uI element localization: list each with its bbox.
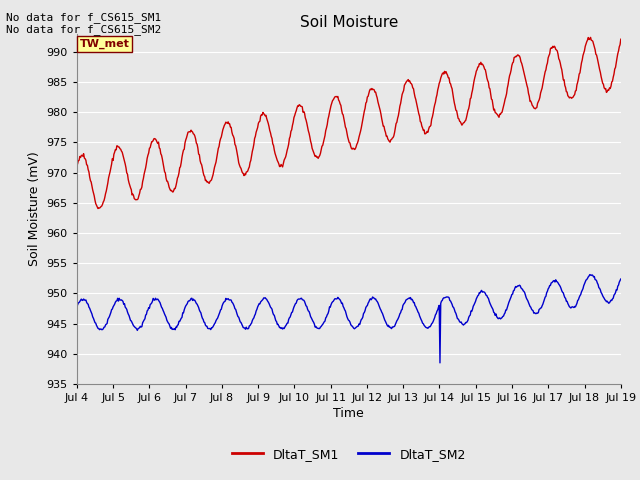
DltaT_SM1: [195, 151, 202, 157]
DltaT_SM1: [416, 113, 424, 119]
DltaT_SM2: [586, 272, 594, 277]
DltaT_SM2: [617, 276, 625, 282]
Text: No data for f_CS615_SM1
No data for f_CS615_SM2: No data for f_CS615_SM1 No data for f_CS…: [6, 12, 162, 36]
Title: Soil Moisture: Soil Moisture: [300, 15, 398, 30]
DltaT_SM1: [94, 205, 102, 211]
DltaT_SM2: [73, 304, 81, 310]
DltaT_SM1: [83, 162, 90, 168]
DltaT_SM1: [617, 36, 625, 42]
X-axis label: Time: Time: [333, 407, 364, 420]
DltaT_SM2: [436, 360, 444, 366]
Y-axis label: Soil Moisture (mV): Soil Moisture (mV): [28, 151, 41, 266]
DltaT_SM2: [223, 297, 230, 302]
DltaT_SM2: [83, 300, 90, 305]
DltaT_SM1: [223, 120, 231, 126]
Text: TW_met: TW_met: [79, 39, 129, 49]
DltaT_SM2: [431, 315, 438, 321]
DltaT_SM1: [140, 176, 147, 181]
DltaT_SM1: [431, 99, 439, 105]
Line: DltaT_SM2: DltaT_SM2: [77, 275, 621, 363]
Line: DltaT_SM1: DltaT_SM1: [77, 37, 621, 208]
DltaT_SM2: [139, 320, 147, 325]
DltaT_SM1: [587, 35, 595, 40]
Legend: DltaT_SM1, DltaT_SM2: DltaT_SM1, DltaT_SM2: [227, 443, 471, 466]
DltaT_SM1: [73, 163, 81, 168]
DltaT_SM2: [194, 303, 202, 309]
DltaT_SM2: [415, 310, 422, 316]
